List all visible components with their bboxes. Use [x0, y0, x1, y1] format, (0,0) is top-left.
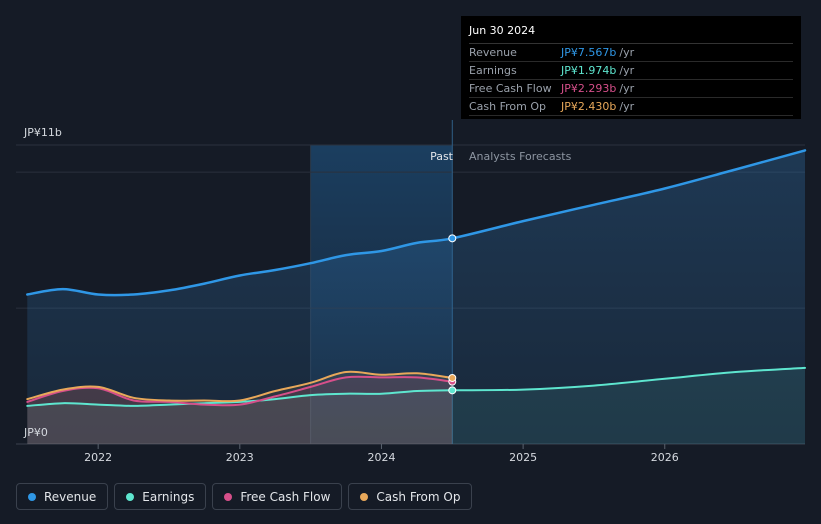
- marker-revenue: [448, 234, 457, 243]
- line-revenue: [26, 149, 807, 297]
- legend-label: Earnings: [142, 489, 195, 504]
- line-cfo: [26, 370, 454, 403]
- chart-legend: Revenue Earnings Free Cash Flow Cash Fro…: [16, 483, 473, 510]
- line-earnings: [26, 366, 806, 407]
- tooltip-value: JP¥2.430b: [561, 100, 617, 113]
- tooltip-value: JP¥1.974b: [561, 64, 617, 77]
- area-revenue: [27, 150, 806, 444]
- past-label: Past: [430, 150, 454, 163]
- legend-label: Revenue: [44, 489, 97, 504]
- y-axis-bottom-label: JP¥0: [23, 426, 48, 439]
- area-cfo: [27, 371, 453, 444]
- legend-dot-icon: [126, 492, 135, 501]
- legend-label: Free Cash Flow: [240, 489, 331, 504]
- legend-dot-icon: [360, 492, 369, 501]
- legend-item-revenue[interactable]: Revenue: [16, 483, 109, 510]
- legend-item-earnings[interactable]: Earnings: [114, 483, 207, 510]
- legend-dot-icon: [28, 492, 36, 501]
- marker-earnings: [448, 386, 457, 395]
- tooltip-row-revenue: Revenue JP¥7.567b /yr: [469, 44, 793, 62]
- tooltip-date: Jun 30 2024: [469, 24, 793, 44]
- tooltip-label: Earnings: [469, 64, 517, 77]
- x-tick-label: 2022: [84, 451, 112, 464]
- y-axis-top-label: JP¥11b: [23, 126, 62, 139]
- tooltip-value: JP¥2.293b: [561, 82, 617, 95]
- legend-label: Cash From Op: [376, 489, 461, 504]
- tooltip-panel: Jun 30 2024 Revenue JP¥7.567b /yr Earnin…: [461, 16, 801, 119]
- forecast-label: Analysts Forecasts: [469, 150, 572, 163]
- area-earnings: [27, 367, 806, 444]
- legend-dot-icon: [224, 492, 233, 501]
- tooltip-row-free-cash-flow: Free Cash Flow JP¥2.293b /yr: [469, 80, 793, 98]
- legend-item-free-cash-flow[interactable]: Free Cash Flow: [212, 483, 343, 510]
- tooltip-row-earnings: Earnings JP¥1.974b /yr: [469, 62, 793, 80]
- x-tick-label: 2023: [226, 451, 254, 464]
- marker-cfo: [448, 373, 457, 382]
- x-tick-label: 2026: [651, 451, 679, 464]
- x-tick-label: 2024: [367, 451, 395, 464]
- tooltip-label: Revenue: [469, 46, 517, 59]
- tooltip-label: Cash From Op: [469, 100, 547, 113]
- x-tick-label: 2025: [509, 451, 537, 464]
- tooltip-row-cash-from-op: Cash From Op JP¥2.430b /yr: [469, 98, 793, 116]
- tooltip-unit: /yr: [619, 82, 635, 95]
- tooltip-unit: /yr: [619, 100, 635, 113]
- tooltip-value: JP¥7.567b: [561, 46, 617, 59]
- legend-item-cash-from-op[interactable]: Cash From Op: [348, 483, 473, 510]
- tooltip-unit: /yr: [619, 46, 635, 59]
- tooltip-unit: /yr: [619, 64, 635, 77]
- tooltip-label: Free Cash Flow: [469, 82, 552, 95]
- line-fcf: [26, 375, 454, 407]
